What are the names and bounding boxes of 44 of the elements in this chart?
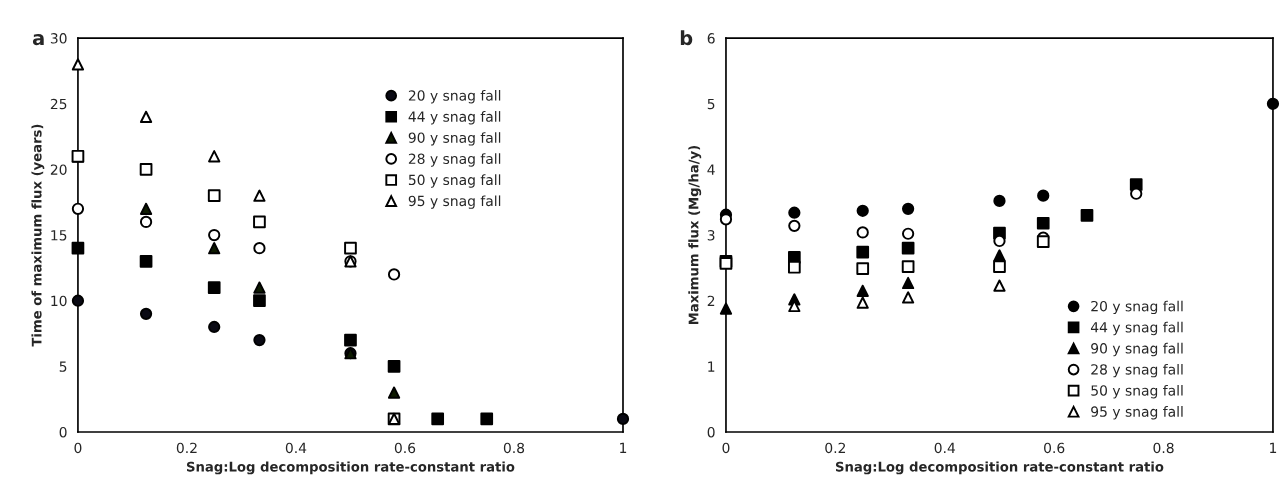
y-axis-title: Maximum flux (Mg/ha/y): [688, 145, 702, 325]
x-tick-label: 1: [620, 442, 627, 453]
legend-label: 28 y snag fall: [408, 153, 501, 167]
x-tick-label: 0.8: [503, 442, 525, 454]
y-tick-label: 0: [59, 426, 67, 438]
legend-label: 50 y snag fall: [408, 174, 501, 188]
legend-label: 50 y snag fall: [1091, 384, 1183, 399]
chart-title: b: [680, 30, 693, 46]
legend-label: 95 y snag fall: [408, 195, 501, 209]
y-tick-label: 20: [50, 164, 67, 175]
legend-label: 28 y snag fall: [1091, 363, 1183, 378]
y-tick-label: 0: [707, 426, 715, 438]
x-tick-label: 0.4: [285, 442, 307, 454]
y-tick-label: 4: [707, 164, 715, 175]
legend-label: 90 y snag fall: [1091, 342, 1183, 357]
x-axis-title: Snag:Log decomposition rate-constant ratio: [835, 461, 1164, 475]
x-tick-label: 0: [74, 442, 82, 454]
x-tick-label: 0.6: [1044, 442, 1065, 454]
y-tick-label: 15: [51, 230, 67, 241]
y-tick-label: 5: [59, 361, 67, 372]
y-tick-label: 6: [707, 33, 715, 44]
y-tick-label: 5: [707, 98, 715, 110]
x-tick-label: 1: [1270, 442, 1277, 453]
legend-label: 44 y snag fall: [1090, 321, 1183, 336]
x-tick-label: 0.2: [176, 442, 197, 454]
x-tick-label: 0.6: [394, 442, 416, 454]
legend-label: 20 y snag fall: [408, 90, 501, 104]
x-tick-label: 0.8: [1153, 442, 1174, 454]
y-tick-label: 3: [707, 230, 715, 241]
legend-label: 20 y snag fall: [1091, 300, 1183, 315]
legend-label: 95 y snag fall: [1091, 406, 1183, 420]
y-tick-label: 30: [50, 33, 67, 44]
y-axis-title: Time of maximum flux (years): [31, 124, 45, 347]
y-tick-label: 25: [50, 98, 67, 110]
legend-label: 44 y snag fall: [408, 111, 501, 125]
y-tick-label: 1: [708, 361, 715, 372]
chart-title: a: [32, 34, 44, 46]
x-axis-title: Snag:Log decomposition rate-constant ratio: [186, 461, 515, 475]
y-tick-label: 2: [707, 295, 715, 306]
y-tick-label: 10: [51, 295, 67, 307]
x-tick-label: 0.2: [825, 442, 846, 454]
legend-label: 90 y snag fall: [408, 132, 501, 146]
x-tick-label: 0.4: [934, 442, 956, 454]
x-tick-label: 0: [722, 442, 730, 454]
